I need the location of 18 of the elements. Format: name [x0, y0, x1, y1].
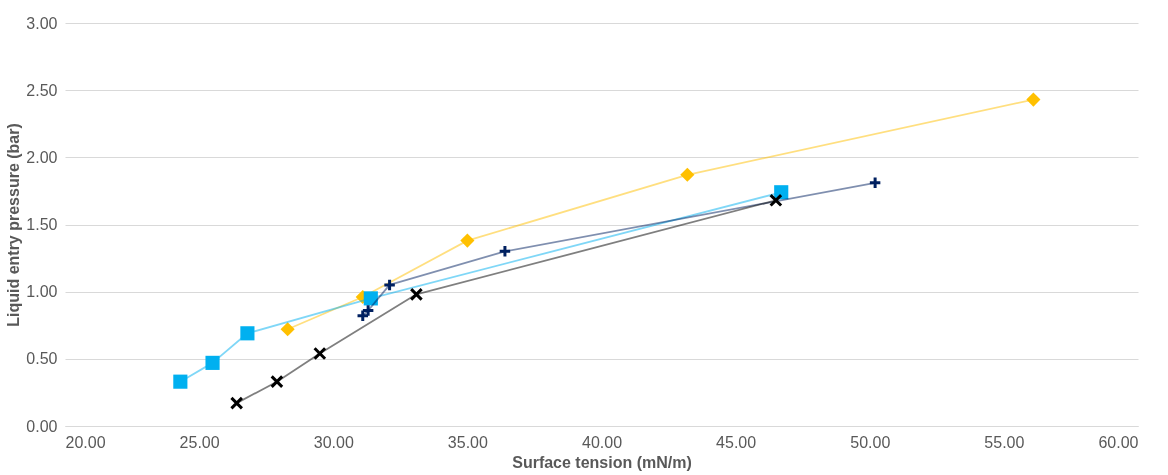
- x-tick-label: 45.00: [716, 433, 757, 451]
- x-tick-label: 35.00: [447, 433, 488, 451]
- y-tick-label: 2.00: [26, 148, 58, 166]
- x-tick-label: 40.00: [581, 433, 623, 451]
- y-tick-label: 1.00: [26, 283, 58, 301]
- y-tick-label: 3.00: [26, 14, 58, 32]
- y-tick-label: 1.50: [26, 216, 58, 233]
- x-tick-label: 25.00: [179, 433, 220, 451]
- x-tick-label: 20.00: [65, 433, 106, 451]
- x-axis-title: Surface tension (mN/m): [512, 453, 692, 471]
- x-tick-label: 60.00: [1098, 433, 1139, 451]
- x-tick-label: 55.00: [984, 433, 1025, 451]
- x-tick-label: 50.00: [850, 433, 891, 451]
- y-tick-label: 0.50: [26, 350, 58, 368]
- y-tick-label: 2.50: [26, 81, 58, 99]
- y-tick-label: 0.00: [26, 417, 58, 435]
- y-axis-title: Liquid entry pressure (bar): [5, 123, 23, 327]
- x-tick-label: 30.00: [313, 433, 354, 451]
